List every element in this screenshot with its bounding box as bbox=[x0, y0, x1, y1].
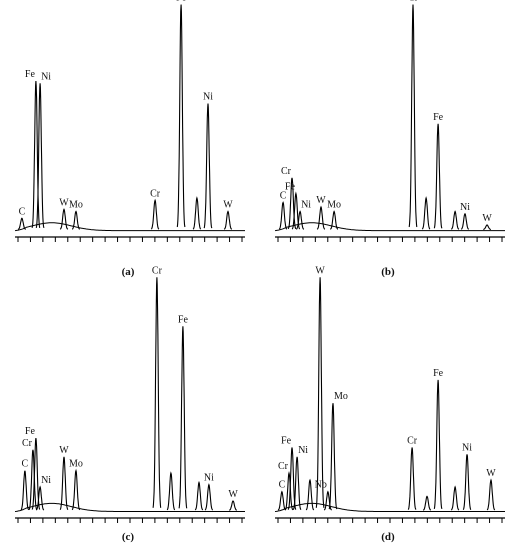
peak bbox=[192, 196, 202, 230]
peak-label: Mo bbox=[69, 200, 83, 211]
peak-label: Cr bbox=[278, 461, 289, 472]
peak bbox=[20, 470, 30, 511]
peak bbox=[59, 456, 69, 510]
peak bbox=[450, 485, 460, 511]
peak-label: Fe bbox=[25, 69, 36, 80]
peak bbox=[329, 210, 339, 230]
peak-label: Fe bbox=[433, 112, 444, 123]
peak bbox=[315, 277, 325, 508]
baseline bbox=[14, 222, 245, 232]
peak-label: W bbox=[59, 445, 69, 456]
peak-label: Ni bbox=[298, 445, 308, 456]
peak-label: Mo bbox=[327, 200, 341, 211]
peak bbox=[194, 480, 204, 511]
peak-label: Ni bbox=[203, 92, 213, 103]
peak-label: Cr bbox=[407, 435, 418, 446]
peak-label: Fe bbox=[25, 426, 36, 437]
peak-label: Ni bbox=[41, 71, 51, 82]
peak-label: W bbox=[228, 489, 238, 500]
peak bbox=[28, 449, 38, 510]
peak-label: W bbox=[316, 195, 326, 206]
peak-label: C bbox=[280, 191, 287, 202]
panel-label: (a) bbox=[122, 266, 135, 278]
peak bbox=[277, 490, 287, 511]
peak bbox=[178, 326, 188, 509]
peak bbox=[287, 177, 297, 230]
peak bbox=[152, 277, 162, 508]
peak bbox=[433, 379, 443, 510]
peak-label: Ni bbox=[460, 202, 470, 213]
peak-label: W bbox=[486, 468, 496, 479]
peak-label: Cr bbox=[150, 188, 161, 199]
peak bbox=[407, 447, 417, 510]
peak-label: W bbox=[223, 200, 233, 211]
peak bbox=[71, 210, 81, 230]
peak bbox=[284, 471, 294, 511]
peak-label: Ni bbox=[462, 442, 472, 453]
peak bbox=[166, 471, 176, 511]
peak-label: Fe bbox=[433, 368, 444, 379]
peak-label: Cr bbox=[281, 166, 292, 177]
panel-label: (d) bbox=[381, 531, 395, 543]
peak bbox=[408, 4, 418, 228]
peak bbox=[305, 478, 315, 511]
peak-label: Ni bbox=[41, 475, 51, 486]
peak bbox=[203, 103, 213, 229]
peak-label: Cr bbox=[152, 265, 163, 276]
peak bbox=[223, 210, 233, 230]
peak-label: Cr bbox=[22, 438, 33, 449]
peak bbox=[278, 201, 288, 230]
baseline bbox=[14, 502, 245, 512]
peak bbox=[292, 456, 302, 510]
peak bbox=[17, 217, 27, 230]
peak-label: Fe bbox=[281, 435, 292, 446]
peak bbox=[316, 205, 326, 230]
peak bbox=[59, 208, 69, 230]
peak bbox=[35, 83, 45, 229]
peak bbox=[323, 490, 333, 511]
peak-label: Fe bbox=[285, 182, 296, 193]
peak bbox=[486, 478, 496, 511]
peak bbox=[295, 210, 305, 230]
peak-label: Nb bbox=[315, 480, 327, 491]
peak bbox=[35, 485, 45, 511]
peak-label: W bbox=[482, 213, 492, 224]
peak bbox=[462, 454, 472, 510]
peak-label: W bbox=[315, 265, 325, 276]
panel-label: (c) bbox=[122, 531, 135, 543]
peak-label: Fe bbox=[178, 314, 189, 325]
peak bbox=[31, 80, 41, 229]
peak bbox=[483, 224, 492, 231]
peak-label: C bbox=[22, 459, 29, 470]
peak bbox=[450, 210, 460, 230]
peak bbox=[460, 212, 470, 230]
peak-label: Cr bbox=[408, 0, 419, 4]
peak bbox=[176, 4, 186, 228]
peak-label: C bbox=[19, 206, 26, 217]
panel-label: (b) bbox=[381, 266, 395, 278]
peak-label: W bbox=[59, 197, 69, 208]
peak bbox=[422, 495, 432, 511]
peak bbox=[229, 500, 237, 511]
peak-label: Mo bbox=[69, 459, 83, 470]
peak bbox=[204, 483, 214, 511]
peak bbox=[71, 468, 81, 511]
peak-label: Ni bbox=[301, 200, 311, 211]
baseline bbox=[274, 502, 505, 512]
peak-label: Ni bbox=[204, 473, 214, 484]
peak-label: Fe bbox=[176, 0, 187, 4]
baseline bbox=[274, 222, 505, 232]
peak bbox=[328, 403, 338, 510]
peak-label: Mo bbox=[334, 391, 348, 402]
peak-label: C bbox=[279, 480, 286, 491]
peak bbox=[150, 198, 160, 230]
peak bbox=[421, 196, 431, 230]
peak bbox=[433, 123, 443, 229]
